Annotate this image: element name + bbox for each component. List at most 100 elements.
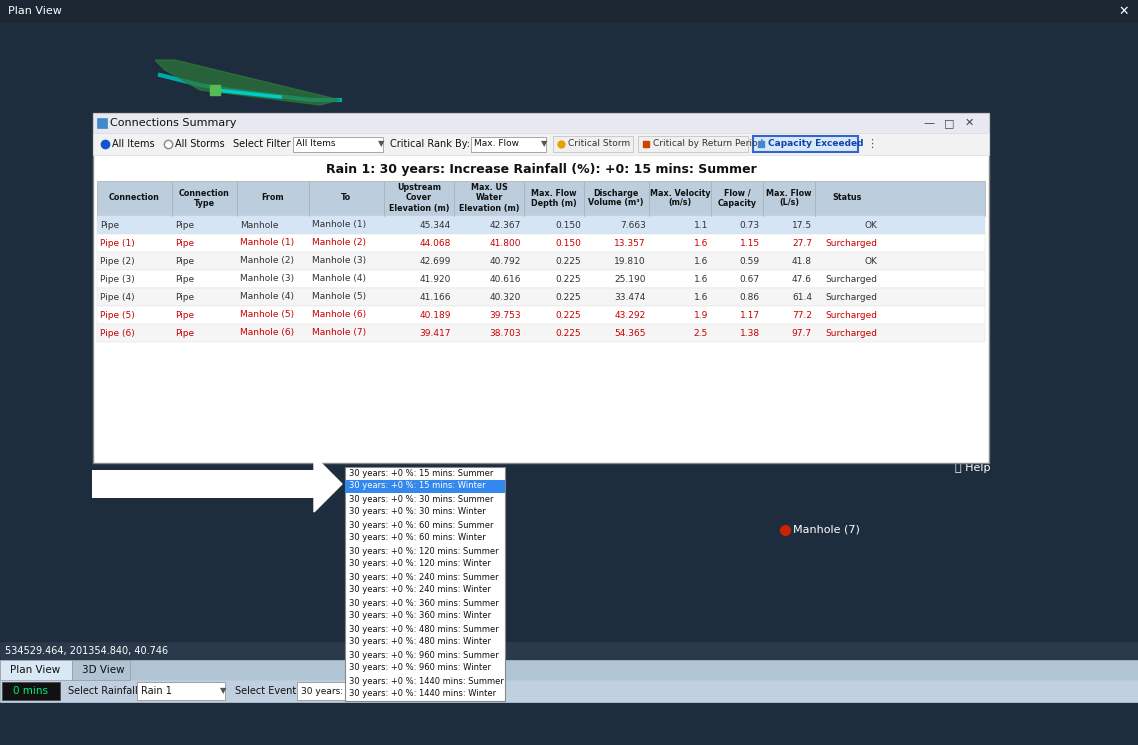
Bar	[292, 137, 384, 152]
Text: 534529.464, 201354.840, 40.746: 534529.464, 201354.840, 40.746	[5, 646, 168, 656]
Text: Capacity Exceeded: Capacity Exceeded	[768, 139, 864, 148]
Text: Connection: Connection	[108, 194, 159, 203]
Text: Pipe: Pipe	[175, 329, 195, 337]
Text: Pipe: Pipe	[175, 293, 195, 302]
Bar	[471, 137, 546, 152]
Text: 47.6: 47.6	[792, 274, 813, 284]
Text: Pipe (1): Pipe (1)	[100, 238, 134, 247]
Text: Max. Flow: Max. Flow	[531, 188, 577, 197]
Bar	[345, 480, 505, 493]
Bar	[93, 133, 989, 155]
Text: Max. Velocity: Max. Velocity	[650, 188, 710, 197]
Text: 30 years: +0 %: 480 mins: Winter: 30 years: +0 %: 480 mins: Winter	[349, 638, 490, 647]
Text: 1.6: 1.6	[694, 256, 708, 265]
Text: 0 mins: 0 mins	[14, 686, 49, 696]
Text: Manhole (7): Manhole (7)	[793, 525, 860, 535]
Text: Manhole (3): Manhole (3)	[240, 274, 294, 284]
Bar	[97, 306, 986, 324]
Text: 1.6: 1.6	[694, 238, 708, 247]
Text: 42.367: 42.367	[489, 221, 521, 229]
Text: Critical Rank By:: Critical Rank By:	[390, 139, 470, 149]
Bar	[72, 660, 130, 680]
Bar	[345, 467, 505, 701]
Text: Rain 1: 30 years: Increase Rainfall (%): +0: 15 mins: Summer: Rain 1: 30 years: Increase Rainfall (%):…	[325, 162, 757, 176]
Text: 40.189: 40.189	[420, 311, 451, 320]
Text: Manhole (2): Manhole (2)	[240, 256, 294, 265]
Text: Elevation (m): Elevation (m)	[389, 203, 450, 212]
Text: 30 years: +0 %: 480 mins: Summer: 30 years: +0 %: 480 mins: Summer	[349, 624, 498, 633]
Text: 30 years: +0 %: 960 mins: Winter: 30 years: +0 %: 960 mins: Winter	[349, 664, 490, 673]
Text: Surcharged: Surcharged	[825, 274, 877, 284]
Text: Capacity: Capacity	[717, 198, 757, 208]
Text: 33.474: 33.474	[615, 293, 646, 302]
Text: —: —	[923, 118, 934, 128]
Text: 30 years: +0 %: 15 mins: Summer: 30 years: +0 %: 15 mins: Summer	[300, 686, 456, 696]
Bar	[0, 0, 1138, 22]
Text: 0.225: 0.225	[555, 311, 582, 320]
Text: 1.6: 1.6	[694, 293, 708, 302]
Text: 61.4: 61.4	[792, 293, 813, 302]
Text: 0.225: 0.225	[555, 293, 582, 302]
Bar	[97, 181, 986, 216]
Text: 30 years: +0 %: 240 mins: Summer: 30 years: +0 %: 240 mins: Summer	[349, 572, 498, 582]
Text: Connections Summary: Connections Summary	[110, 118, 237, 128]
Text: Manhole (3): Manhole (3)	[312, 256, 366, 265]
Text: Pipe (4): Pipe (4)	[100, 293, 134, 302]
Text: All Storms: All Storms	[175, 139, 224, 149]
Text: 0.59: 0.59	[740, 256, 760, 265]
Text: Pipe: Pipe	[175, 256, 195, 265]
Text: ▼: ▼	[220, 686, 226, 696]
Text: 19.810: 19.810	[615, 256, 646, 265]
Text: Discharge: Discharge	[593, 188, 638, 197]
Text: 39.417: 39.417	[420, 329, 451, 337]
Text: Flow /: Flow /	[724, 188, 750, 197]
Text: (m/s): (m/s)	[668, 198, 692, 208]
Text: Select Event: Select Event	[236, 686, 296, 696]
Text: Pipe: Pipe	[175, 238, 195, 247]
Text: 0.150: 0.150	[555, 238, 582, 247]
Text: Manhole (5): Manhole (5)	[312, 293, 366, 302]
Text: 41.8: 41.8	[792, 256, 813, 265]
Text: Manhole (4): Manhole (4)	[312, 274, 366, 284]
Text: 1.6: 1.6	[694, 274, 708, 284]
Text: 0.73: 0.73	[740, 221, 760, 229]
Text: 30 years: +0 %: 30 mins: Winter: 30 years: +0 %: 30 mins: Winter	[349, 507, 486, 516]
Text: Manhole (2): Manhole (2)	[312, 238, 366, 247]
Text: 77.2: 77.2	[792, 311, 813, 320]
Text: Manhole (6): Manhole (6)	[240, 329, 294, 337]
Bar	[93, 113, 989, 463]
Text: 7.663: 7.663	[620, 221, 646, 229]
Bar	[297, 682, 477, 700]
Text: OK: OK	[864, 221, 877, 229]
Text: ▼: ▼	[472, 686, 478, 696]
Bar	[97, 234, 986, 252]
Text: 1.17: 1.17	[740, 311, 760, 320]
Bar	[753, 136, 858, 152]
Bar	[0, 642, 1138, 660]
Text: Depth (m): Depth (m)	[531, 198, 577, 208]
Text: 27.7: 27.7	[792, 238, 813, 247]
Text: 44.068: 44.068	[420, 238, 451, 247]
Text: Manhole: Manhole	[240, 221, 279, 229]
Text: Pipe: Pipe	[100, 221, 119, 229]
Text: Plan View: Plan View	[8, 6, 61, 16]
Text: Pipe (3): Pipe (3)	[100, 274, 134, 284]
Text: Manhole (1): Manhole (1)	[312, 221, 366, 229]
Bar	[638, 136, 748, 152]
Text: Max. Flow: Max. Flow	[475, 139, 519, 148]
Text: Pipe: Pipe	[175, 274, 195, 284]
Text: Pipe (6): Pipe (6)	[100, 329, 134, 337]
Text: All Items: All Items	[296, 139, 336, 148]
Bar	[97, 270, 986, 288]
Text: Connection: Connection	[179, 188, 230, 197]
Text: Pipe (5): Pipe (5)	[100, 311, 134, 320]
Text: 40.320: 40.320	[489, 293, 521, 302]
Text: ▼: ▼	[378, 139, 385, 148]
Text: Manhole (5): Manhole (5)	[240, 311, 294, 320]
Text: 38.703: 38.703	[489, 329, 521, 337]
Bar	[92, 470, 318, 498]
Text: Pipe: Pipe	[175, 221, 195, 229]
Text: 1.38: 1.38	[740, 329, 760, 337]
Text: Water: Water	[476, 194, 503, 203]
Text: 30 years: +0 %: 30 mins: Summer: 30 years: +0 %: 30 mins: Summer	[349, 495, 494, 504]
